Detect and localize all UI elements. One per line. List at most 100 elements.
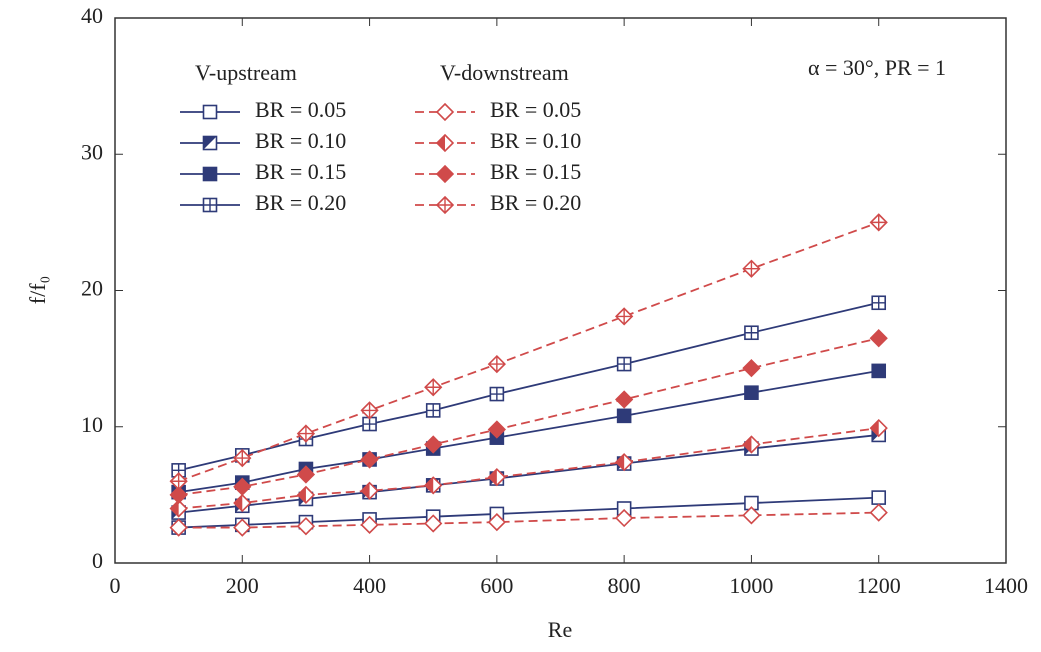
data-point — [487, 354, 506, 374]
data-point — [615, 453, 634, 472]
marker-shape — [169, 485, 188, 505]
data-point — [360, 401, 379, 420]
legend-marker — [202, 104, 218, 120]
marker-shape — [203, 198, 217, 212]
series-line — [178, 511, 879, 529]
marker-shape — [425, 379, 442, 396]
data-point — [869, 213, 888, 232]
x-tick-label: 1000 — [729, 573, 773, 598]
marker-shape — [297, 486, 306, 503]
y-axis-label: f/f₀ — [25, 276, 50, 304]
data-point — [296, 465, 316, 484]
marker-shape — [744, 385, 759, 400]
data-point — [869, 418, 888, 438]
data-point — [615, 508, 634, 528]
data-point — [487, 468, 506, 487]
marker-shape — [437, 135, 445, 151]
marker-shape — [487, 420, 506, 439]
marker-shape — [203, 136, 217, 150]
data-point — [869, 329, 888, 348]
marker-shape — [872, 296, 886, 310]
legend-label: BR = 0.10 — [490, 128, 581, 153]
data-point — [742, 259, 761, 278]
marker-shape — [871, 490, 887, 505]
x-tick-label: 600 — [480, 573, 513, 598]
legend-label: BR = 0.05 — [490, 97, 581, 122]
data-point — [233, 448, 252, 468]
legend-marker — [435, 133, 455, 153]
marker-shape — [202, 104, 218, 120]
data-point — [233, 518, 252, 537]
data-point — [360, 450, 379, 469]
x-tick-label: 200 — [226, 573, 259, 598]
legend-marker — [435, 195, 455, 215]
marker-shape — [296, 517, 316, 536]
data-point — [424, 476, 443, 495]
data-point — [871, 490, 887, 505]
data-point — [616, 408, 632, 424]
marker-shape — [363, 417, 377, 431]
data-point — [169, 472, 188, 491]
data-point — [424, 435, 443, 454]
data-point — [871, 295, 887, 311]
data-point — [296, 424, 316, 443]
legend-title: V-downstream — [440, 60, 569, 85]
marker-shape — [233, 518, 252, 537]
legend-label: BR = 0.15 — [490, 159, 581, 184]
marker-shape — [616, 408, 632, 424]
data-point — [742, 359, 761, 378]
data-point — [169, 499, 188, 518]
legend-marker — [202, 197, 218, 213]
marker-shape — [871, 363, 887, 379]
marker-shape — [742, 506, 761, 525]
marker-shape — [742, 359, 761, 378]
data-point — [169, 485, 188, 505]
data-point — [233, 493, 252, 513]
legend-label: BR = 0.10 — [255, 128, 346, 153]
marker-shape — [435, 102, 455, 122]
series-line — [178, 301, 879, 472]
data-point — [615, 307, 634, 326]
marker-shape — [616, 454, 625, 471]
y-tick-label: 20 — [81, 276, 103, 301]
marker-shape — [361, 402, 378, 419]
data-point — [487, 512, 506, 532]
marker-shape — [233, 477, 252, 496]
legend-label: BR = 0.20 — [490, 190, 581, 215]
data-point — [360, 515, 379, 534]
series-line — [178, 337, 879, 496]
y-tick-label: 10 — [81, 412, 103, 437]
marker-shape — [424, 514, 443, 533]
series-line — [178, 427, 879, 510]
marker-shape — [617, 357, 631, 371]
marker-shape — [615, 508, 634, 528]
marker-shape — [234, 495, 243, 512]
marker-shape — [616, 308, 633, 325]
data-point — [360, 481, 379, 500]
marker-shape — [743, 260, 760, 277]
legend-marker — [202, 166, 218, 182]
annotation: α = 30°, PR = 1 — [808, 55, 946, 80]
data-point — [425, 403, 441, 418]
y-tick-label: 30 — [81, 139, 103, 164]
data-point — [871, 363, 887, 379]
x-tick-label: 1200 — [857, 573, 901, 598]
marker-shape — [296, 465, 316, 484]
legend-marker — [435, 102, 455, 122]
data-point — [744, 325, 759, 341]
marker-shape — [870, 214, 887, 231]
marker-shape — [425, 477, 434, 494]
data-point — [424, 378, 443, 397]
marker-shape — [744, 326, 758, 340]
legend-marker — [435, 164, 455, 184]
marker-shape — [870, 420, 879, 437]
legend-label: BR = 0.15 — [255, 159, 346, 184]
data-point — [744, 385, 759, 400]
marker-shape — [488, 356, 505, 373]
marker-shape — [360, 515, 379, 534]
data-point — [489, 386, 505, 402]
data-point — [296, 485, 316, 505]
marker-shape — [435, 164, 455, 184]
x-tick-label: 0 — [110, 573, 121, 598]
